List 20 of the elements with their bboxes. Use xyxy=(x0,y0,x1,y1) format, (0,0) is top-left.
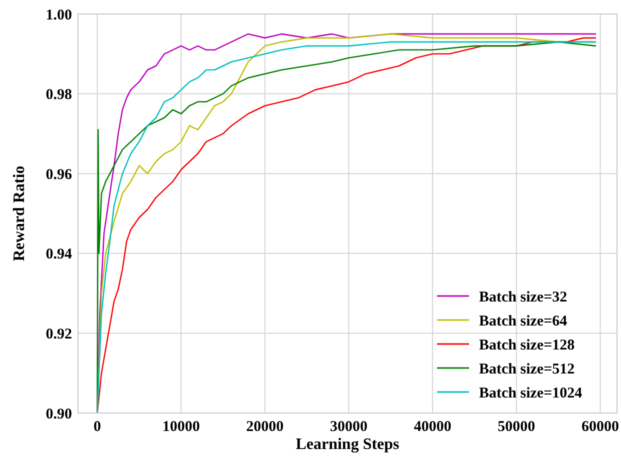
x-tick-label: 0 xyxy=(94,419,102,435)
y-tick-label: 0.94 xyxy=(46,246,72,263)
x-tick-label: 30000 xyxy=(330,419,368,435)
x-tick-label: 40000 xyxy=(414,419,452,435)
legend-label: Batch size=64 xyxy=(479,313,568,330)
y-tick-label: 0.90 xyxy=(46,406,72,422)
x-tick-label: 20000 xyxy=(246,419,284,435)
y-tick-label: 0.98 xyxy=(46,87,72,104)
legend-label: Batch size=512 xyxy=(479,361,575,378)
legend-label: Batch size=1024 xyxy=(479,385,583,402)
x-tick-label: 50000 xyxy=(498,419,536,435)
y-tick-label: 0.92 xyxy=(46,326,72,342)
y-axis-title: Reward Ratio xyxy=(11,166,28,262)
legend-label: Batch size=32 xyxy=(479,289,568,306)
x-axis-title: Learning Steps xyxy=(296,436,400,453)
y-tick-label: 0.96 xyxy=(46,166,72,183)
legend-label: Batch size=128 xyxy=(479,337,575,354)
x-tick-label: 60000 xyxy=(581,419,619,435)
y-tick-label: 1.00 xyxy=(46,7,72,24)
x-tick-label: 10000 xyxy=(162,419,200,435)
